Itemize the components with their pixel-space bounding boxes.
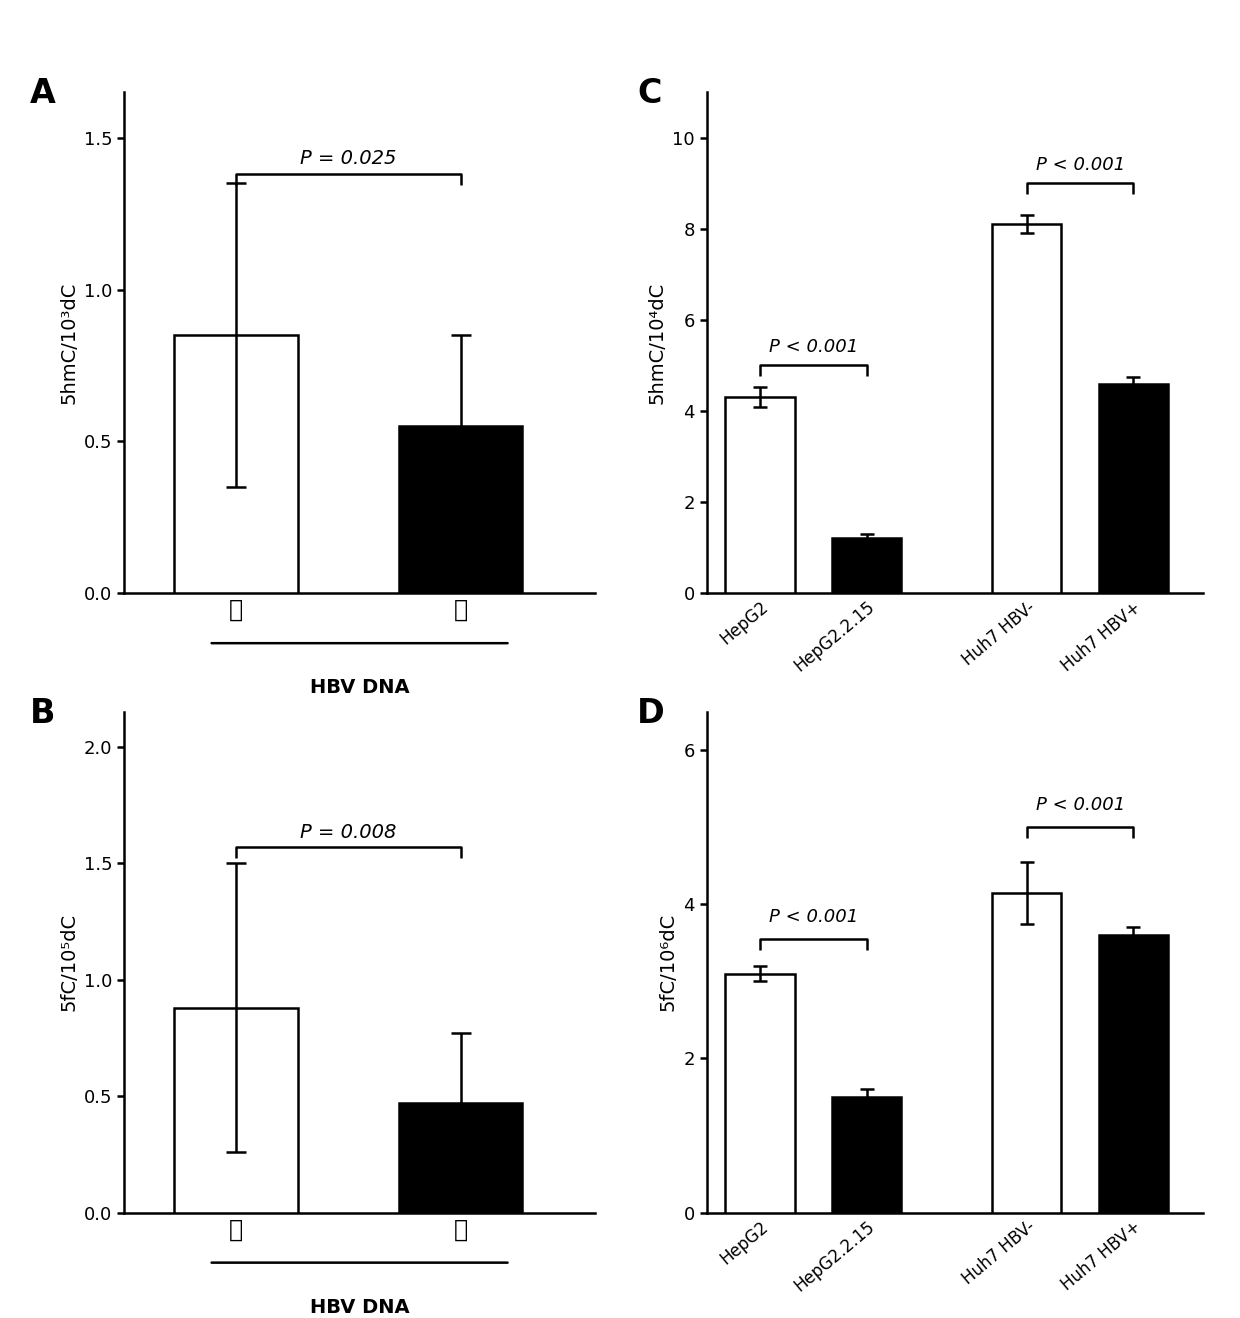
Y-axis label: 5hmC/10⁴dC: 5hmC/10⁴dC bbox=[647, 282, 667, 403]
Text: P < 0.001: P < 0.001 bbox=[1035, 796, 1125, 815]
Bar bbox=[992, 224, 1061, 593]
Y-axis label: 5fC/10⁵dC: 5fC/10⁵dC bbox=[60, 913, 78, 1011]
Text: P = 0.025: P = 0.025 bbox=[300, 149, 397, 169]
Bar bbox=[175, 335, 298, 593]
Text: HBV DNA: HBV DNA bbox=[310, 679, 409, 697]
Bar bbox=[725, 974, 795, 1213]
Bar bbox=[399, 426, 522, 593]
Y-axis label: 5fC/10⁶dC: 5fC/10⁶dC bbox=[658, 913, 678, 1011]
Text: HBV DNA: HBV DNA bbox=[310, 1298, 409, 1317]
Text: C: C bbox=[637, 78, 662, 111]
Text: P < 0.001: P < 0.001 bbox=[769, 908, 858, 927]
Text: B: B bbox=[30, 697, 56, 730]
Bar bbox=[992, 892, 1061, 1213]
Bar bbox=[1099, 384, 1168, 593]
Bar bbox=[399, 1103, 522, 1213]
Text: D: D bbox=[637, 697, 665, 730]
Text: A: A bbox=[30, 78, 56, 111]
Text: P = 0.008: P = 0.008 bbox=[300, 824, 397, 842]
Y-axis label: 5hmC/10³dC: 5hmC/10³dC bbox=[60, 282, 78, 403]
Bar bbox=[725, 397, 795, 593]
Bar bbox=[832, 1097, 901, 1213]
Bar bbox=[832, 539, 901, 593]
Text: P < 0.001: P < 0.001 bbox=[769, 339, 858, 356]
Bar bbox=[1099, 936, 1168, 1213]
Bar bbox=[175, 1007, 298, 1213]
Text: P < 0.001: P < 0.001 bbox=[1035, 157, 1125, 174]
